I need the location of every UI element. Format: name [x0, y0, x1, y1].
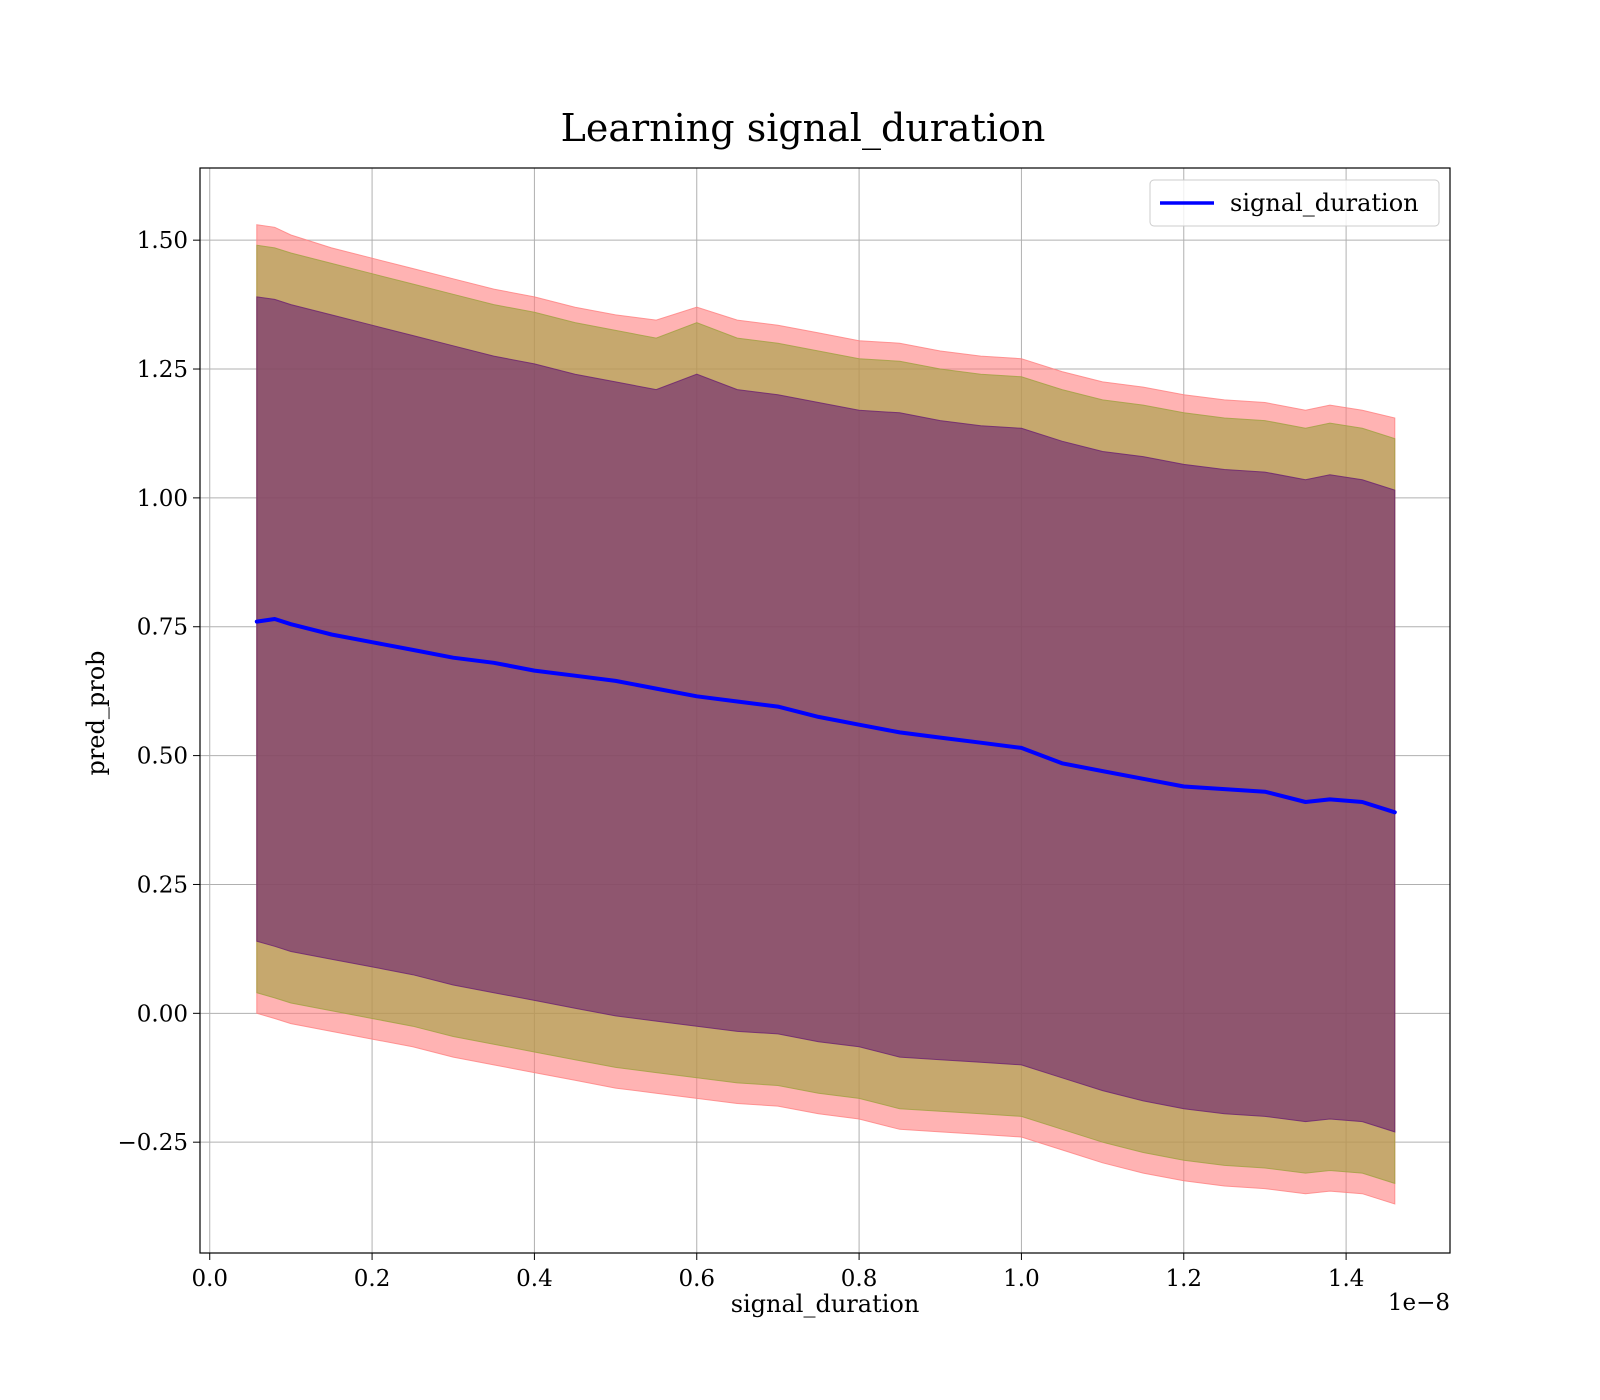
x-tick-label: 1.2 [1165, 1266, 1202, 1292]
x-tick-label: 0.0 [191, 1266, 228, 1292]
x-offset-label: 1e−8 [1388, 1290, 1450, 1316]
y-tick-label: 1.25 [137, 357, 188, 383]
x-axis-label: signal_duration [731, 1290, 920, 1318]
chart-title: Learning signal_duration [561, 106, 1046, 151]
legend-box [1149, 179, 1440, 227]
y-tick-label: 1.50 [137, 228, 188, 254]
y-ticks: −0.25 0.00 0.25 0.50 0.75 1.00 1.25 1.50 [118, 228, 200, 1156]
y-tick-label: 0.50 [137, 744, 188, 770]
legend: signal_duration [1149, 179, 1440, 227]
y-tick-label: 0.00 [137, 1001, 188, 1027]
x-tick-label: 0.8 [841, 1266, 878, 1292]
series-lines [254, 617, 1397, 815]
x-tick-label: 0.2 [354, 1266, 391, 1292]
plot-frame [199, 167, 1451, 1254]
confidence-band [256, 296, 1396, 1133]
x-tick-label: 1.0 [1003, 1266, 1040, 1292]
y-tick-label: 0.75 [137, 615, 188, 641]
x-tick-label: 0.4 [516, 1266, 553, 1292]
confidence-bands [256, 224, 1396, 1205]
x-ticks: 0.0 0.2 0.4 0.6 0.8 1.0 1.2 1.4 [191, 1253, 1364, 1292]
y-tick-label: 0.25 [137, 872, 188, 898]
y-tick-label: 1.00 [137, 486, 188, 512]
legend-label: signal_duration [1230, 189, 1419, 217]
x-tick-label: 1.4 [1328, 1266, 1365, 1292]
y-axis-label: pred_prob [82, 650, 110, 775]
y-tick-label: −0.25 [118, 1130, 188, 1156]
series-line [254, 617, 1397, 815]
x-tick-label: 0.6 [678, 1266, 715, 1292]
